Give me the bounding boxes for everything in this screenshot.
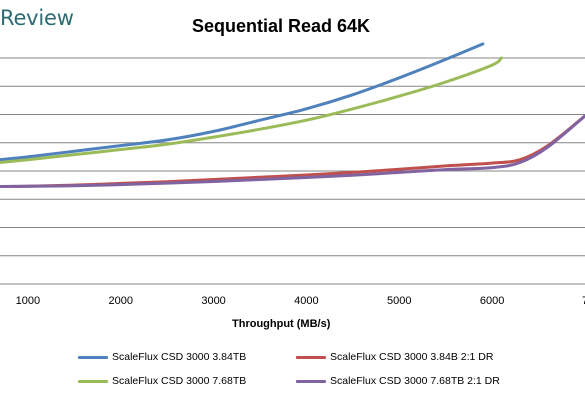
legend-item-series-2: ScaleFlux CSD 3000 3.84B 2:1 DR (296, 351, 493, 363)
legend-swatch-series-2 (296, 355, 326, 359)
legend-item-series-1: ScaleFlux CSD 3000 3.84TB (78, 351, 246, 363)
x-tick-label: 1000 (16, 295, 40, 307)
series-line-3 (0, 56, 503, 164)
x-tick-label: 2000 (108, 295, 132, 307)
chart-legend: ScaleFlux CSD 3000 3.84TB ScaleFlux CSD … (0, 340, 585, 400)
legend-label-series-4: ScaleFlux CSD 3000 7.68TB 2:1 DR (330, 375, 500, 387)
x-tick-label: 3000 (201, 295, 225, 307)
x-tick-label: 4000 (294, 295, 318, 307)
series-line-1 (0, 42, 485, 162)
x-tick-label: 6000 (480, 295, 504, 307)
legend-swatch-series-3 (78, 379, 108, 383)
legend-label-series-2: ScaleFlux CSD 3000 3.84B 2:1 DR (330, 351, 494, 363)
series-line-4 (0, 114, 585, 188)
legend-swatch-series-4 (296, 379, 326, 383)
x-tick-label: 7 (582, 295, 585, 307)
legend-swatch-series-1 (78, 355, 108, 359)
legend-item-series-4: ScaleFlux CSD 3000 7.68TB 2:1 DR (296, 375, 500, 387)
legend-label-series-3: ScaleFlux CSD 3000 7.68TB (112, 375, 247, 387)
legend-item-series-3: ScaleFlux CSD 3000 7.68TB (78, 375, 246, 387)
series-line-2 (0, 114, 585, 188)
x-axis-label: Throughput (MB/s) (232, 318, 331, 330)
chart-title: Sequential Read 64K (192, 16, 371, 36)
brand-logo-text: Review (0, 6, 74, 30)
legend-label-series-1: ScaleFlux CSD 3000 3.84TB (112, 351, 247, 363)
x-tick-label: 5000 (387, 295, 411, 307)
